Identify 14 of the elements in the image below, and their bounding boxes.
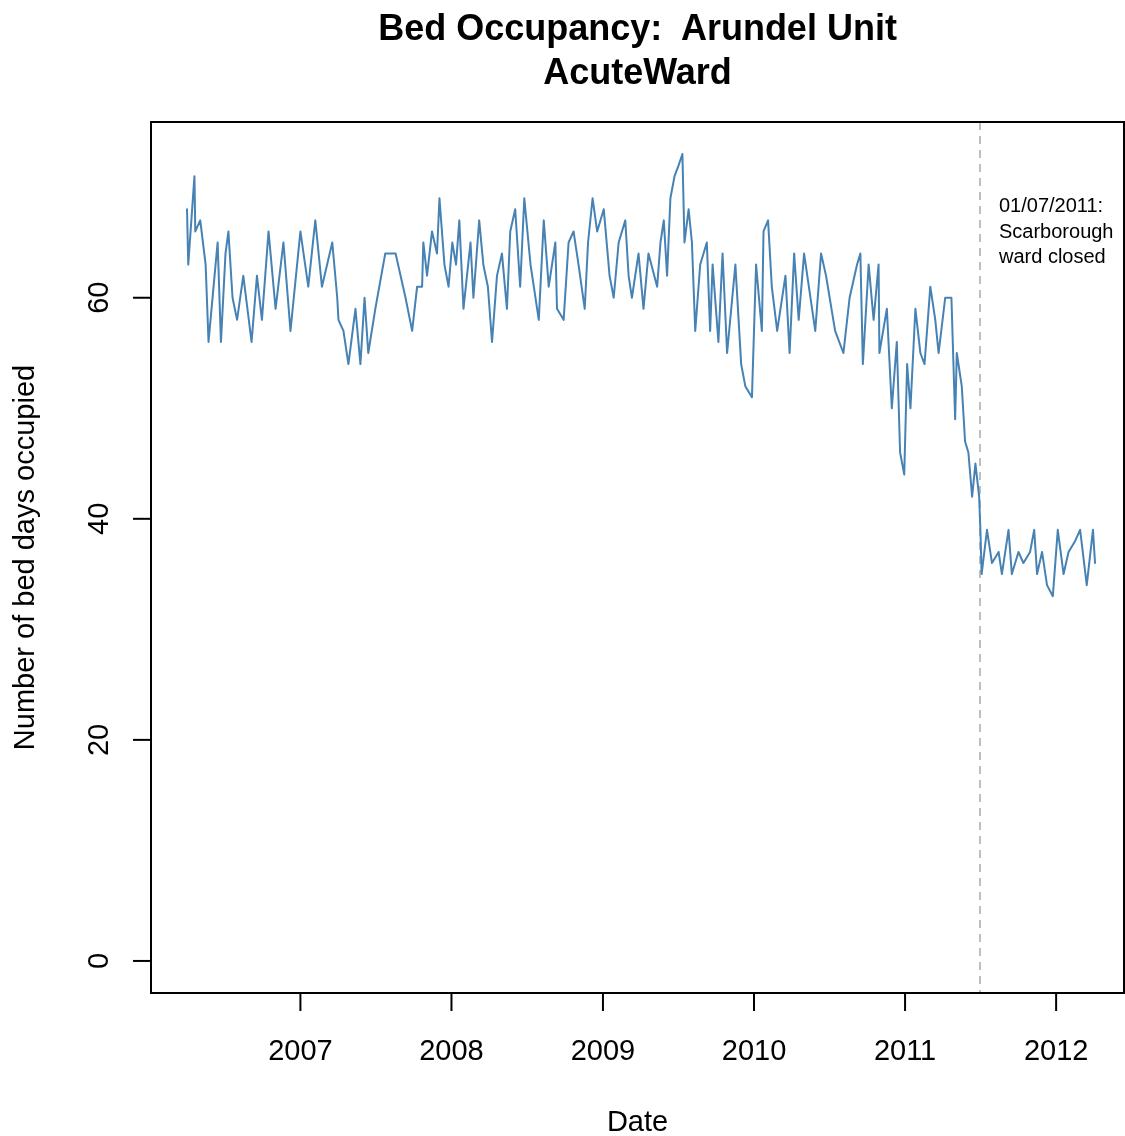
x-tick-label: 2007 (268, 1034, 333, 1066)
y-tick-label: 60 (82, 281, 114, 314)
x-tick-label: 2012 (1023, 1034, 1089, 1066)
x-tick-label: 2010 (721, 1034, 787, 1066)
chart-title: Bed Occupancy: Arundel Unit AcuteWard (378, 7, 897, 92)
x-tick-label: 2009 (570, 1034, 636, 1066)
y-tick-label: 20 (82, 723, 114, 757)
y-tick-label: 40 (82, 502, 114, 535)
ref-line-label: 01/07/2011: Scarborough ward closed (997, 194, 1114, 267)
x-tick-label: 2011 (873, 1034, 937, 1066)
x-axis-title: Date (606, 1105, 669, 1136)
x-tick-label: 2008 (419, 1034, 484, 1066)
y-tick-label: 0 (82, 952, 114, 970)
y-axis-title: Number of bed days occupied (8, 364, 40, 751)
